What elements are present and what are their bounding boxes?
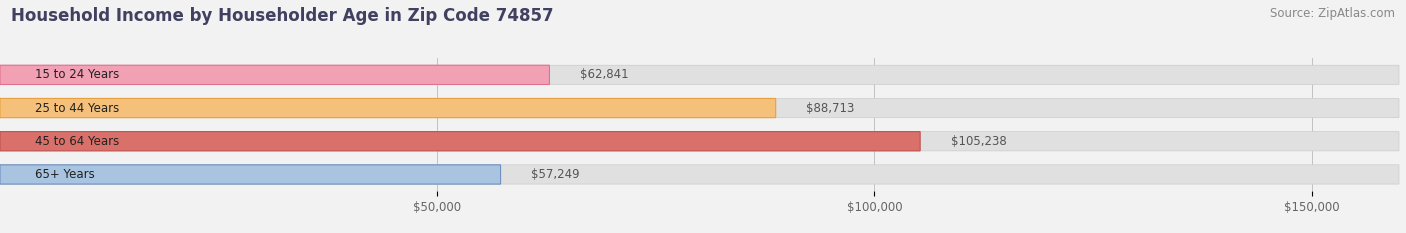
Text: Household Income by Householder Age in Zip Code 74857: Household Income by Householder Age in Z…	[11, 7, 554, 25]
Text: 45 to 64 Years: 45 to 64 Years	[35, 135, 120, 148]
Text: 25 to 44 Years: 25 to 44 Years	[35, 102, 120, 115]
FancyBboxPatch shape	[0, 98, 1399, 118]
FancyBboxPatch shape	[0, 165, 501, 184]
Text: $88,713: $88,713	[806, 102, 855, 115]
Text: $62,841: $62,841	[581, 68, 628, 81]
FancyBboxPatch shape	[0, 65, 1399, 85]
FancyBboxPatch shape	[0, 132, 1399, 151]
Text: 15 to 24 Years: 15 to 24 Years	[35, 68, 120, 81]
Text: 65+ Years: 65+ Years	[35, 168, 94, 181]
FancyBboxPatch shape	[0, 65, 550, 85]
FancyBboxPatch shape	[0, 165, 1399, 184]
FancyBboxPatch shape	[0, 132, 920, 151]
Text: $105,238: $105,238	[950, 135, 1007, 148]
FancyBboxPatch shape	[0, 98, 776, 118]
Text: Source: ZipAtlas.com: Source: ZipAtlas.com	[1270, 7, 1395, 20]
Text: $57,249: $57,249	[531, 168, 579, 181]
